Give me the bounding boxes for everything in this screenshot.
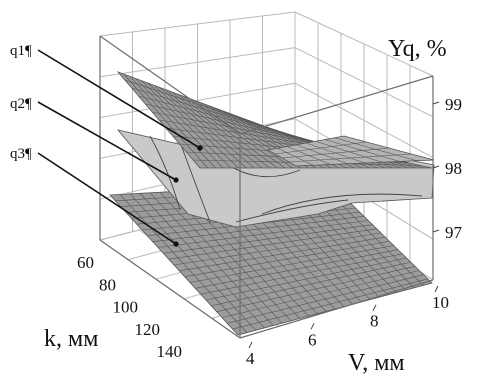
y-axis-title: k, мм xyxy=(44,326,98,352)
x-tick-label: 10 xyxy=(432,293,449,312)
surface-label-q1: q1¶ xyxy=(10,43,32,59)
surface-q2-contour xyxy=(179,141,211,223)
tick-labels: 97 98 99 4 6 8 10 60 80 100 120 140 xyxy=(77,95,463,368)
surface-q3-mesh xyxy=(157,220,369,248)
y-tick-label: 100 xyxy=(113,298,139,317)
box-edge xyxy=(99,35,241,135)
surface-q3-mesh xyxy=(227,274,424,324)
surface-q3-mesh xyxy=(232,278,428,330)
surface-q2-contour xyxy=(235,199,349,223)
leader-line-q2 xyxy=(37,101,177,181)
z-tick-label: 99 xyxy=(445,95,462,114)
surface-label-q2: q2¶ xyxy=(10,96,32,112)
surface-q3-mesh xyxy=(200,253,403,295)
surface-q3-mesh xyxy=(152,216,365,242)
x-tick-mark xyxy=(248,341,253,349)
grid-line xyxy=(99,47,296,78)
x-tick-mark xyxy=(434,285,439,293)
z-tick-label: 97 xyxy=(445,223,463,242)
surface-q1-mesh xyxy=(138,95,331,146)
surface-q3-mesh xyxy=(216,266,416,312)
grid-line xyxy=(294,11,434,77)
leader-line-q1 xyxy=(37,49,201,149)
z-tick-mark xyxy=(432,101,440,105)
surface-label-q3: q3¶ xyxy=(10,146,32,162)
surface-q2-contour xyxy=(261,193,423,215)
surface-name-q3: q3¶ xyxy=(10,146,32,162)
surface-q1-shelf-mesh xyxy=(288,153,412,163)
leader-dot-q1 xyxy=(197,145,203,151)
box-edge xyxy=(239,75,434,135)
x-tick-label: 4 xyxy=(246,349,255,368)
z-tick-mark xyxy=(432,229,440,233)
surface-q3-mesh xyxy=(163,224,373,254)
grid-line xyxy=(294,82,434,159)
x-tick-mark xyxy=(310,323,315,330)
leader-line-q3 xyxy=(37,152,177,245)
x-axis-title: V, мм xyxy=(348,350,405,376)
surface-q1-shelf xyxy=(266,135,435,167)
surface-q1-mesh xyxy=(131,87,319,144)
grid-line xyxy=(99,82,296,119)
surface-name-q2: q2¶ xyxy=(10,96,32,112)
z-tick-label: 98 xyxy=(445,159,462,178)
y-tick-label: 140 xyxy=(157,342,183,361)
label-leaders xyxy=(37,49,203,247)
leader-dot-q3 xyxy=(173,241,179,247)
axes-box xyxy=(99,35,434,339)
x-tick-label: 6 xyxy=(308,330,317,349)
x-tick-label: 8 xyxy=(370,312,379,331)
box-edge xyxy=(99,239,241,339)
surface-q1-mesh xyxy=(145,103,342,149)
leader-dot-q2 xyxy=(173,177,179,183)
surface-q3-mesh xyxy=(189,245,394,283)
y-tick-label: 60 xyxy=(77,253,94,272)
surface-q1-shelf-mesh xyxy=(274,141,367,155)
surface-q1-shelf-fill xyxy=(266,135,435,167)
y-tick-label: 120 xyxy=(135,320,161,339)
grid-line xyxy=(294,47,434,118)
surface-q2-contour xyxy=(149,135,181,211)
surfaces xyxy=(109,71,435,336)
z-tick-mark xyxy=(432,165,440,169)
grid-line xyxy=(99,11,296,37)
box-edge xyxy=(239,279,434,339)
y-tick-label: 80 xyxy=(99,275,116,294)
surface-q3-mesh xyxy=(195,249,399,289)
surface-q3-mesh xyxy=(184,241,390,277)
surface-q1-shelf-mesh xyxy=(281,147,390,159)
surface-q3-mesh xyxy=(179,236,386,272)
surface-q3-mesh xyxy=(221,270,420,318)
surface-q3-mesh xyxy=(173,232,382,266)
surface-name-q1: q1¶ xyxy=(10,43,32,59)
z-axis-title: Yq, % xyxy=(388,36,447,62)
surface-q3-mesh xyxy=(211,261,411,307)
surface-q3-mesh xyxy=(168,228,377,260)
x-tick-mark xyxy=(372,304,377,311)
